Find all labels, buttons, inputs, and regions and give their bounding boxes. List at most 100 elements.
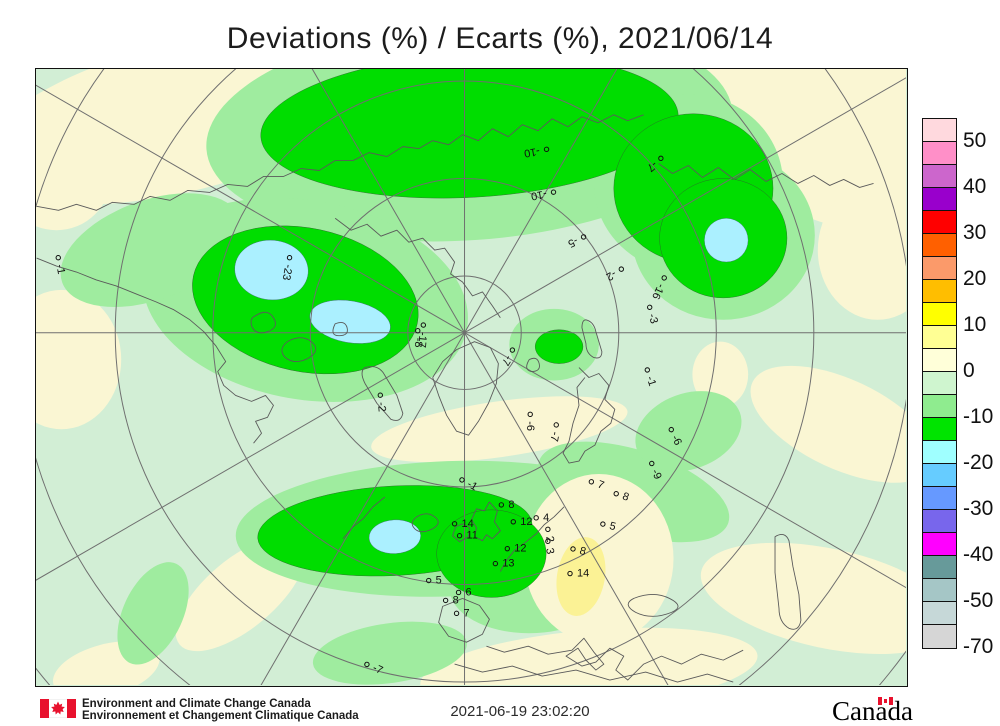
station-value-label: 12: [504, 543, 526, 555]
svg-text:8: 8: [578, 545, 587, 558]
station-value-label: 4: [533, 512, 549, 524]
colorbar-tick-label: 20: [963, 267, 987, 290]
station-value-label: 13: [492, 558, 515, 570]
colorbar-tick-label: -40: [963, 543, 994, 566]
station-value-label: -6: [524, 411, 536, 431]
graticule: [36, 69, 906, 685]
colorbar-cell: [923, 142, 956, 165]
svg-text:12: 12: [514, 543, 526, 555]
svg-text:11: 11: [467, 530, 478, 542]
svg-text:-7: -7: [371, 662, 385, 677]
station-value-label: 5: [600, 520, 617, 533]
station-value-label: 5: [426, 574, 442, 586]
colorbar-cell: [923, 257, 956, 280]
coastlines: [36, 114, 874, 683]
colorbar: [922, 118, 957, 649]
svg-text:8: 8: [453, 594, 459, 606]
station-value-label: 8: [570, 545, 587, 558]
colorbar-tick-label: -20: [963, 451, 994, 474]
colorbar-cell: [923, 556, 956, 579]
station-value-label: -5: [566, 234, 587, 249]
colorbar-cell: [923, 464, 956, 487]
colorbar-cell: [923, 303, 956, 326]
colorbar-cell: [923, 418, 956, 441]
svg-text:8: 8: [621, 490, 631, 503]
station-value-label: -9: [649, 460, 664, 482]
agency-name: Environment and Climate Change Canada En…: [82, 698, 359, 722]
colorbar-cell: [923, 234, 956, 257]
svg-text:-1: -1: [54, 263, 68, 275]
southeast-europe-positive-patch: [524, 474, 674, 644]
station-value-label: 7: [453, 607, 470, 619]
svg-text:-5: -5: [566, 234, 580, 249]
svg-text:4: 4: [543, 512, 549, 524]
svg-text:14: 14: [577, 568, 589, 580]
station-value-label: 3: [543, 538, 556, 555]
svg-text:5: 5: [436, 574, 442, 586]
colorbar-cell: [923, 326, 956, 349]
colorbar-cell: [923, 119, 956, 142]
svg-text:7: 7: [596, 479, 606, 492]
colorbar-cell: [923, 280, 956, 303]
station-value-label: 2: [543, 526, 556, 543]
generation-timestamp: 2021-06-19 23:02:20: [450, 703, 590, 720]
svg-text:-6: -6: [669, 433, 684, 447]
colorbar-cell: [923, 533, 956, 556]
svg-text:-6: -6: [524, 421, 536, 431]
svg-text:3: 3: [543, 547, 556, 555]
colorbar-cell: [923, 372, 956, 395]
svg-text:2: 2: [543, 535, 556, 543]
colorbar-cell: [923, 211, 956, 234]
station-value-label: 8: [442, 594, 459, 606]
colorbar-tick-label: -50: [963, 589, 994, 612]
svg-text:-17: -17: [415, 331, 428, 348]
station-value-label: -10: [523, 145, 550, 160]
colorbar-tick-label: 0: [963, 359, 975, 382]
svg-text:-8: -8: [412, 338, 424, 348]
canada-wordmark: Canada: [832, 696, 913, 726]
colorbar-cell: [923, 349, 956, 372]
colorbar-tick-label: -70: [963, 635, 994, 658]
colorbar-cell: [923, 487, 956, 510]
station-value-label: -1: [54, 254, 68, 275]
canada-flag-icon: [40, 699, 76, 718]
page-title: Deviations (%) / Ecarts (%), 2021/06/14: [226, 22, 774, 55]
station-value-label: -7: [547, 422, 561, 442]
svg-text:5: 5: [608, 520, 617, 533]
svg-text:12: 12: [520, 516, 532, 528]
station-value-label: 14: [451, 518, 474, 530]
wordmark-flag-icon: [878, 697, 893, 705]
colorbar-tick-label: -10: [963, 405, 994, 428]
station-value-label: 14: [567, 568, 589, 580]
station-value-label: -6: [668, 426, 684, 447]
svg-text:7: 7: [464, 607, 470, 619]
station-value-label: -3: [646, 304, 660, 325]
polar-map: -23 -17 -10 -10 -5 -2 -7 -16 -1 -3 -1 -6 -9 -8 -2 -7 -7-…: [35, 68, 908, 687]
station-value-label: 11: [456, 530, 478, 542]
colorbar-cell: [923, 510, 956, 533]
svg-text:8: 8: [508, 499, 514, 511]
station-value-label: -10: [530, 187, 557, 202]
station-value-label: -17: [415, 322, 429, 348]
value-labels: -23-17-10-10-5-2-7-16-1-3-1-6-9-8-2-7-7-…: [54, 145, 684, 677]
colorbar-cell: [923, 602, 956, 625]
colorbar-cell: [923, 441, 956, 464]
colorbar-tick-label: -30: [963, 497, 994, 520]
colorbar-cell: [923, 395, 956, 418]
station-value-label: -23: [280, 255, 294, 281]
station-value-label: -7: [364, 661, 385, 677]
map-canvas: -23-17-10-10-5-2-7-16-1-3-1-6-9-8-2-7-7-…: [36, 69, 906, 685]
station-value-label: 6: [455, 586, 472, 598]
svg-text:-1: -1: [644, 375, 658, 388]
svg-text:-2: -2: [375, 402, 388, 413]
svg-text:-10: -10: [523, 145, 541, 160]
colorbar-tick-label: 10: [963, 313, 987, 336]
colorbar-tick-label: 50: [963, 129, 987, 152]
svg-text:-3: -3: [646, 312, 660, 325]
svg-text:14: 14: [462, 518, 474, 530]
agency-line-fr: Environnement et Changement Climatique C…: [82, 710, 359, 722]
svg-text:-9: -9: [649, 468, 664, 482]
colorbar-tick-label: 40: [963, 175, 987, 198]
station-value-label: 12: [510, 516, 532, 528]
